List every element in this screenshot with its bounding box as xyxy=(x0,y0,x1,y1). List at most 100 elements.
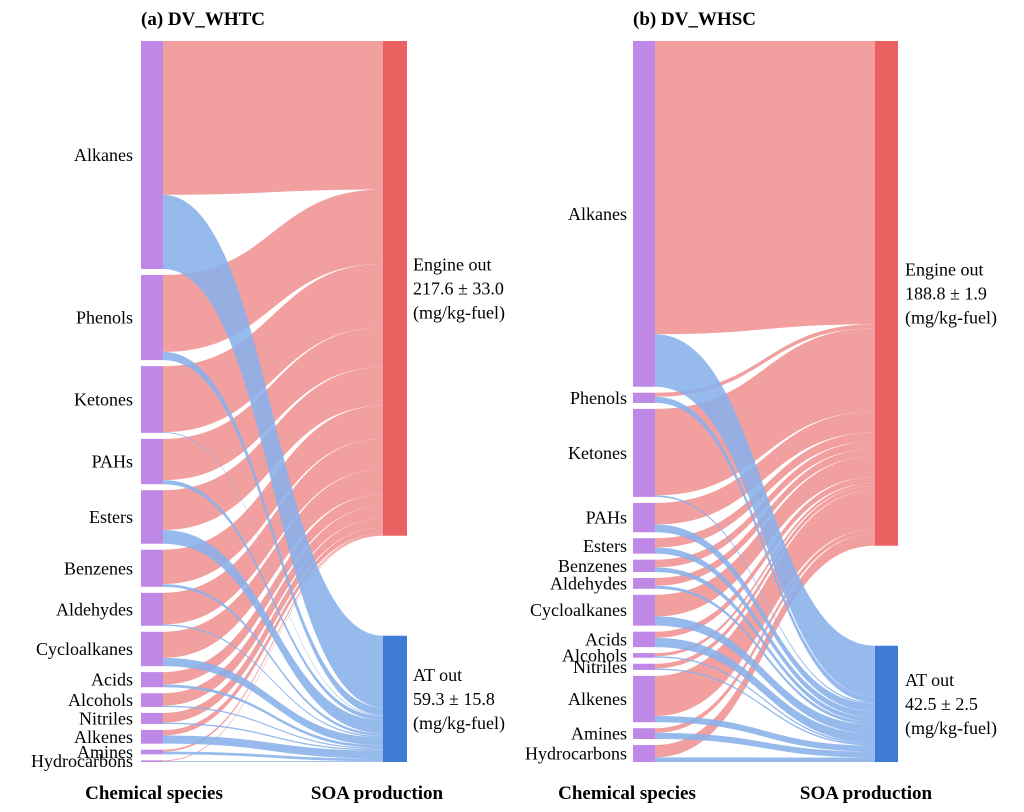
species-label-esters: Esters xyxy=(89,507,133,527)
species-label-hydrocarbons: Hydrocarbons xyxy=(31,751,133,771)
species-node-aldehydes xyxy=(141,592,163,626)
species-node-nitriles xyxy=(141,712,163,724)
species-label-amines: Amines xyxy=(571,724,627,744)
species-node-acids xyxy=(633,631,655,648)
flow-nitriles-engine-out xyxy=(163,518,383,723)
panel-title: (b) DV_WHSC xyxy=(633,9,756,30)
flow-cycloalkanes-at-out xyxy=(163,657,383,746)
engine-out-label-line-1: Engine out xyxy=(905,259,984,279)
nodes xyxy=(141,41,407,762)
at-out-label-line-3: (mg/kg-fuel) xyxy=(905,718,997,739)
flow-esters-at-out xyxy=(655,547,875,718)
species-label-benzenes: Benzenes xyxy=(64,558,133,578)
species-node-phenols xyxy=(141,274,163,361)
species-node-benzenes xyxy=(141,549,163,587)
species-label-phenols: Phenols xyxy=(76,308,133,328)
flow-amines-at-out xyxy=(655,732,875,758)
flow-acids-at-out xyxy=(655,637,875,743)
flow-alcohols-engine-out xyxy=(163,506,383,706)
flow-ketones-at-out xyxy=(655,495,875,704)
engine-out-label-line-3: (mg/kg-fuel) xyxy=(413,302,505,323)
at-out-flows xyxy=(163,194,383,762)
at-out-node xyxy=(875,645,898,762)
panel-a: Alkanes Phenols Ketones PAHs Esters Benzenes A… xyxy=(31,9,505,804)
engine-out-node xyxy=(875,41,898,546)
species-node-alcohols xyxy=(141,693,163,707)
species-node-cycloalkanes xyxy=(141,631,163,667)
species-node-acids xyxy=(141,672,163,688)
at-out-label-line-3: (mg/kg-fuel) xyxy=(413,713,505,734)
flow-hydrocarbons-at-out xyxy=(163,761,383,762)
species-label-aldehydes: Aldehydes xyxy=(56,599,133,619)
flow-nitriles-at-out xyxy=(655,668,875,746)
flow-alkanes-at-out xyxy=(163,194,383,708)
species-label-ketones: Ketones xyxy=(568,443,627,463)
engine-out-flows xyxy=(163,41,383,762)
species-node-nitriles xyxy=(633,663,655,670)
flow-esters-at-out xyxy=(163,530,383,734)
axis-label-soa-production: SOA production xyxy=(311,783,444,804)
flow-alkanes-at-out xyxy=(655,334,875,697)
species-node-amines xyxy=(141,749,163,755)
flow-cycloalkanes-engine-out xyxy=(163,469,383,658)
flow-benzenes-at-out xyxy=(163,584,383,737)
at-out-flows xyxy=(655,334,875,762)
species-label-cycloalkanes: Cycloalkanes xyxy=(530,600,627,620)
engine-out-label-line-3: (mg/kg-fuel) xyxy=(905,307,997,328)
labels: AlkanesPhenolsKetonesPAHsEstersBenzenesA… xyxy=(525,9,997,804)
flow-aldehydes-at-out xyxy=(163,624,383,738)
species-node-alcohols xyxy=(633,653,655,658)
species-node-alkenes xyxy=(633,675,655,723)
flow-benzenes-at-out xyxy=(655,567,875,722)
species-label-pahs: PAHs xyxy=(92,452,133,472)
axis-label-chemical-species: Chemical species xyxy=(558,783,696,804)
flow-ketones-at-out xyxy=(163,432,383,717)
species-label-alcohols: Alcohols xyxy=(562,645,627,665)
species-label-aldehydes: Aldehydes xyxy=(550,573,627,593)
engine-out-node xyxy=(383,41,407,536)
species-label-ketones: Ketones xyxy=(74,389,133,409)
panel-title: (a) DV_WHTC xyxy=(141,9,265,30)
flow-nitriles-at-out xyxy=(163,722,383,751)
species-node-pahs xyxy=(633,502,655,533)
species-node-phenols xyxy=(633,392,655,403)
labels: Alkanes Phenols Ketones PAHs Esters Benzenes A… xyxy=(31,9,505,804)
flow-phenols-at-out xyxy=(655,396,875,703)
engine-out-label-line-2: 188.8 ± 1.9 xyxy=(905,283,987,303)
flow-alcohols-at-out xyxy=(655,656,875,745)
species-label-nitriles: Nitriles xyxy=(573,657,627,677)
flow-benzenes-engine-out xyxy=(163,405,383,585)
species-node-esters xyxy=(633,538,655,554)
species-label-alkanes: Alkanes xyxy=(568,204,627,224)
flow-pahs-at-out xyxy=(655,524,875,712)
species-node-alkanes xyxy=(633,41,655,387)
species-node-hydrocarbons xyxy=(141,760,163,762)
species-label-nitriles: Nitriles xyxy=(79,708,133,728)
flow-phenols-engine-out xyxy=(655,324,875,397)
species-node-alkanes xyxy=(141,41,163,269)
species-label-alkenes: Alkenes xyxy=(74,727,133,747)
at-out-label-line-2: 59.3 ± 15.8 xyxy=(413,689,495,709)
species-node-ketones xyxy=(141,366,163,433)
species-node-benzenes xyxy=(633,559,655,573)
engine-out-label-line-2: 217.6 ± 33.0 xyxy=(413,278,504,298)
flow-esters-engine-out xyxy=(655,432,875,548)
species-label-alkanes: Alkanes xyxy=(74,145,133,165)
flow-alkanes-engine-out xyxy=(655,41,875,335)
species-label-phenols: Phenols xyxy=(570,388,627,408)
flow-phenols-at-out xyxy=(163,351,383,716)
species-label-acids: Acids xyxy=(91,670,133,690)
flow-amines-engine-out xyxy=(163,533,383,752)
at-out-label-line-1: AT out xyxy=(905,670,954,690)
species-node-esters xyxy=(141,490,163,544)
flow-alkenes-at-out xyxy=(163,735,383,759)
flow-alcohols-engine-out xyxy=(655,483,875,657)
species-label-alcohols: Alcohols xyxy=(68,690,133,710)
flow-pahs-engine-out xyxy=(163,327,383,481)
species-label-acids: Acids xyxy=(585,629,627,649)
flow-aldehydes-at-out xyxy=(655,585,875,725)
species-node-pahs xyxy=(141,438,163,485)
flow-hydrocarbons-at-out xyxy=(655,757,875,762)
species-label-amines: Amines xyxy=(77,742,133,762)
